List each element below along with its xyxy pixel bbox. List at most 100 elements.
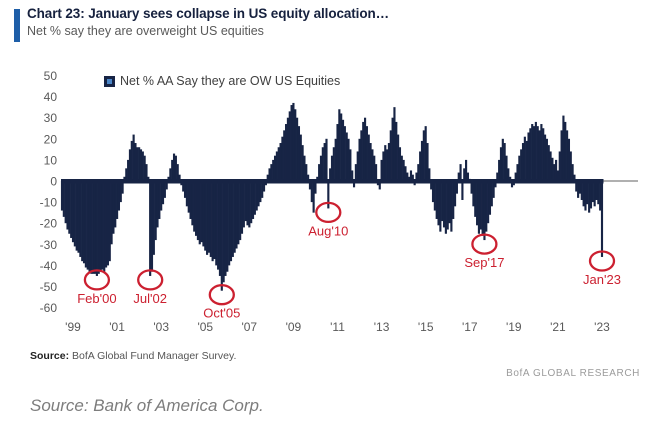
bar xyxy=(516,164,519,181)
y-tick-label: -20 xyxy=(40,217,58,231)
bar xyxy=(536,126,539,181)
bar xyxy=(105,181,108,268)
bar xyxy=(143,155,146,181)
bar xyxy=(161,181,165,205)
bar xyxy=(595,181,598,200)
bar xyxy=(239,181,242,241)
legend-label: Net % AA Say they are OW US Equities xyxy=(120,74,341,88)
bar xyxy=(325,138,328,181)
bar xyxy=(86,181,89,270)
annotation-label: Jan'23 xyxy=(583,272,621,287)
bar xyxy=(171,159,174,181)
bar xyxy=(338,109,341,181)
bar xyxy=(262,181,266,192)
bar xyxy=(165,181,168,190)
bar xyxy=(389,130,392,181)
annotation-label: Aug'10 xyxy=(308,223,348,238)
bar xyxy=(246,181,249,226)
bar xyxy=(426,143,429,181)
bar xyxy=(103,181,106,272)
bar xyxy=(132,134,135,181)
bar xyxy=(356,151,359,181)
bar xyxy=(341,119,345,181)
bar xyxy=(431,181,435,203)
bar xyxy=(116,181,119,219)
bar xyxy=(521,143,525,181)
bar xyxy=(461,181,464,200)
bar xyxy=(352,181,356,188)
bar xyxy=(545,138,548,181)
bar xyxy=(398,147,402,181)
bar xyxy=(250,181,253,224)
bar xyxy=(358,138,361,181)
bar xyxy=(327,181,330,209)
bar xyxy=(228,181,231,266)
bar xyxy=(477,181,481,234)
bofa-global-research-brand: BofA GLOBAL RESEARCH xyxy=(506,368,640,379)
bar xyxy=(354,164,357,181)
baseline-band xyxy=(61,179,604,184)
bar xyxy=(266,174,269,181)
annotation-label: Oct'05 xyxy=(203,306,240,321)
bar xyxy=(296,117,299,181)
bar xyxy=(347,138,350,181)
bar xyxy=(534,121,537,181)
bar xyxy=(99,181,102,272)
bar xyxy=(441,181,444,222)
bar xyxy=(459,164,462,181)
bar xyxy=(77,181,80,253)
bar xyxy=(472,181,475,207)
bar xyxy=(564,121,567,181)
bar xyxy=(62,181,65,217)
bar xyxy=(510,181,514,188)
bar xyxy=(507,168,510,181)
bar xyxy=(488,181,492,215)
bar xyxy=(134,143,137,181)
bar xyxy=(474,181,477,217)
bar xyxy=(547,145,550,181)
bar xyxy=(424,126,427,181)
bar xyxy=(297,126,301,181)
bar xyxy=(101,181,104,270)
bar xyxy=(408,176,411,181)
bar xyxy=(196,181,199,241)
bar xyxy=(167,176,170,181)
bar xyxy=(422,130,425,181)
bar xyxy=(485,181,488,232)
bar xyxy=(336,124,339,181)
x-tick-label: '21 xyxy=(550,320,566,334)
annotation-circle xyxy=(83,269,111,291)
bar xyxy=(169,168,172,181)
bar xyxy=(531,124,534,181)
bar xyxy=(453,181,457,207)
y-tick-label: -30 xyxy=(40,238,58,252)
bar xyxy=(586,181,589,205)
bar xyxy=(156,181,159,228)
x-tick-label: '19 xyxy=(506,320,522,334)
x-tick-label: '13 xyxy=(374,320,390,334)
bar xyxy=(138,147,141,181)
bar xyxy=(312,181,315,213)
bar xyxy=(330,155,334,181)
annotation-label: Feb'00 xyxy=(77,291,116,306)
bar xyxy=(68,181,71,234)
y-tick-label: 50 xyxy=(44,69,58,83)
bar xyxy=(172,153,176,181)
bar xyxy=(145,164,148,181)
bar xyxy=(70,181,73,238)
bar xyxy=(597,181,600,205)
bar xyxy=(420,140,424,181)
bar xyxy=(380,159,383,181)
bar xyxy=(514,172,517,181)
bar xyxy=(90,181,93,274)
bar xyxy=(79,181,82,257)
bar xyxy=(591,181,594,203)
bar xyxy=(310,181,313,203)
bar xyxy=(242,181,245,228)
bar xyxy=(112,181,115,234)
source-value: BofA Global Fund Manager Survey. xyxy=(72,350,237,362)
bar xyxy=(240,181,244,234)
bar xyxy=(183,181,187,198)
bar xyxy=(569,151,572,181)
bar xyxy=(417,164,420,181)
